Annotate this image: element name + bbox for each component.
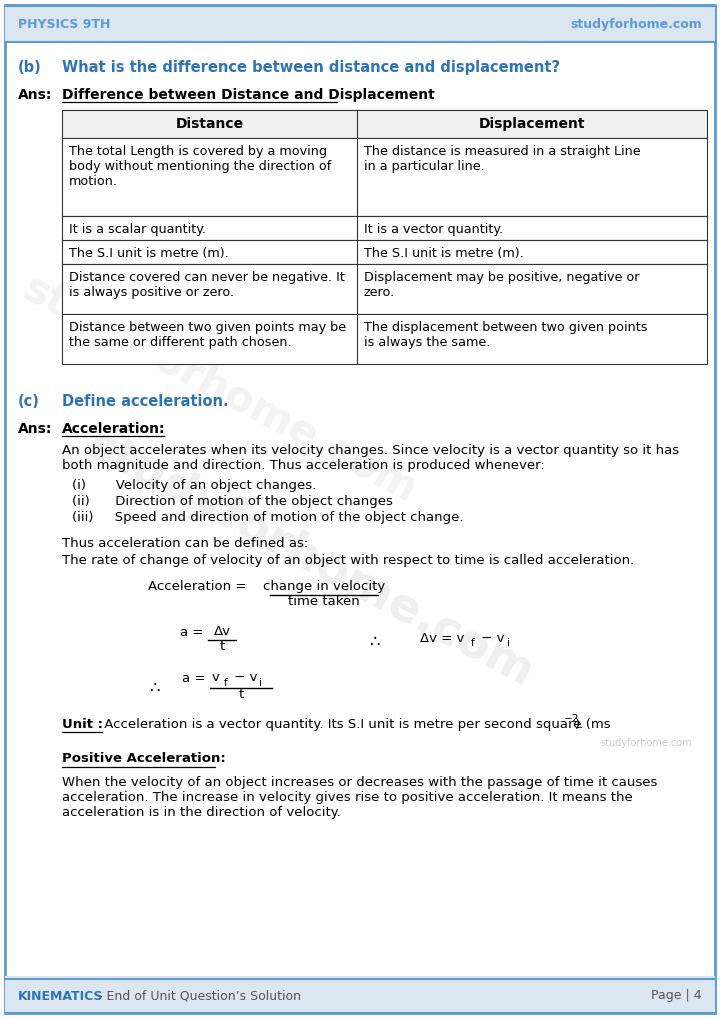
Text: Page | 4: Page | 4 — [652, 989, 702, 1003]
Text: Acceleration =: Acceleration = — [148, 580, 246, 593]
Bar — [62, 138, 707, 216]
Text: Difference between Distance and Displacement: Difference between Distance and Displace… — [62, 88, 435, 102]
Text: a =: a = — [180, 626, 203, 639]
Text: Ans:: Ans: — [18, 422, 53, 436]
Text: (b): (b) — [18, 60, 42, 75]
Text: Unit :: Unit : — [62, 718, 103, 731]
Text: studyforhome.com: studyforhome.com — [16, 268, 424, 512]
Text: - End of Unit Question’s Solution: - End of Unit Question’s Solution — [94, 989, 301, 1003]
Text: Displacement: Displacement — [479, 117, 585, 131]
Text: ).: ). — [575, 718, 584, 731]
Text: ∴: ∴ — [150, 679, 161, 697]
Text: When the velocity of an object increases or decreases with the passage of time i: When the velocity of an object increases… — [62, 776, 657, 789]
Text: (ii)      Direction of motion of the object changes: (ii) Direction of motion of the object c… — [72, 495, 393, 508]
Text: i: i — [507, 638, 510, 648]
Text: acceleration. The increase in velocity gives rise to positive acceleration. It m: acceleration. The increase in velocity g… — [62, 791, 633, 804]
Text: PHYSICS 9TH: PHYSICS 9TH — [18, 17, 110, 31]
Text: f: f — [471, 638, 474, 648]
Text: t: t — [220, 640, 225, 653]
Text: Define acceleration.: Define acceleration. — [62, 394, 229, 409]
Text: acceleration is in the direction of velocity.: acceleration is in the direction of velo… — [62, 806, 341, 819]
Text: KINEMATICS: KINEMATICS — [18, 989, 104, 1003]
Text: The total Length is covered by a moving
body without mentioning the direction of: The total Length is covered by a moving … — [69, 145, 331, 188]
Text: time taken: time taken — [288, 595, 360, 608]
Text: t: t — [238, 688, 243, 701]
Bar — [62, 240, 707, 264]
Text: (iii)     Speed and direction of motion of the object change.: (iii) Speed and direction of motion of t… — [72, 511, 464, 524]
Text: Acceleration:: Acceleration: — [62, 422, 166, 436]
Text: Thus acceleration can be defined as:: Thus acceleration can be defined as: — [62, 538, 308, 550]
Text: studyforhome.com: studyforhome.com — [78, 422, 541, 697]
Text: The S.I unit is metre (m).: The S.I unit is metre (m). — [364, 247, 523, 260]
Text: studyforhome.com: studyforhome.com — [600, 738, 692, 748]
Text: a =: a = — [182, 672, 205, 685]
Text: What is the difference between distance and displacement?: What is the difference between distance … — [62, 60, 560, 75]
Text: It is a scalar quantity.: It is a scalar quantity. — [69, 223, 206, 236]
Text: The rate of change of velocity of an object with respect to time is called accel: The rate of change of velocity of an obj… — [62, 554, 634, 567]
Bar — [5, 976, 715, 1013]
Bar — [62, 314, 707, 364]
Text: The distance is measured in a straight Line
in a particular line.: The distance is measured in a straight L… — [364, 145, 641, 173]
Text: −2: −2 — [564, 714, 580, 724]
Text: f: f — [224, 678, 228, 688]
Text: Distance: Distance — [176, 117, 243, 131]
Text: i: i — [259, 678, 262, 688]
Text: Acceleration is a vector quantity. Its S.I unit is metre per second square (ms: Acceleration is a vector quantity. Its S… — [100, 718, 611, 731]
Text: Displacement may be positive, negative or
zero.: Displacement may be positive, negative o… — [364, 271, 639, 299]
Text: The displacement between two given points
is always the same.: The displacement between two given point… — [364, 321, 647, 349]
Text: v: v — [212, 671, 220, 684]
Text: It is a vector quantity.: It is a vector quantity. — [364, 223, 503, 236]
Text: An object accelerates when its velocity changes. Since velocity is a vector quan: An object accelerates when its velocity … — [62, 444, 679, 457]
Text: Distance covered can never be negative. It
is always positive or zero.: Distance covered can never be negative. … — [69, 271, 345, 299]
Text: Positive Acceleration:: Positive Acceleration: — [62, 752, 226, 765]
Bar — [62, 216, 707, 240]
Text: change in velocity: change in velocity — [263, 580, 385, 593]
Text: both magnitude and direction. Thus acceleration is produced whenever:: both magnitude and direction. Thus accel… — [62, 459, 545, 472]
Bar — [62, 264, 707, 314]
Text: Ans:: Ans: — [18, 88, 53, 102]
Text: Δv: Δv — [214, 625, 230, 638]
Text: studyforhome.com: studyforhome.com — [570, 17, 702, 31]
Text: − v: − v — [477, 632, 505, 645]
Text: Δv = v: Δv = v — [420, 632, 464, 645]
Bar — [62, 110, 707, 138]
Text: The S.I unit is metre (m).: The S.I unit is metre (m). — [69, 247, 229, 260]
Bar — [5, 5, 715, 42]
Text: (c): (c) — [18, 394, 40, 409]
Text: Distance between two given points may be
the same or different path chosen.: Distance between two given points may be… — [69, 321, 346, 349]
Text: (i)       Velocity of an object changes.: (i) Velocity of an object changes. — [72, 479, 316, 492]
Text: − v: − v — [230, 671, 258, 684]
Text: ∴: ∴ — [370, 633, 381, 651]
